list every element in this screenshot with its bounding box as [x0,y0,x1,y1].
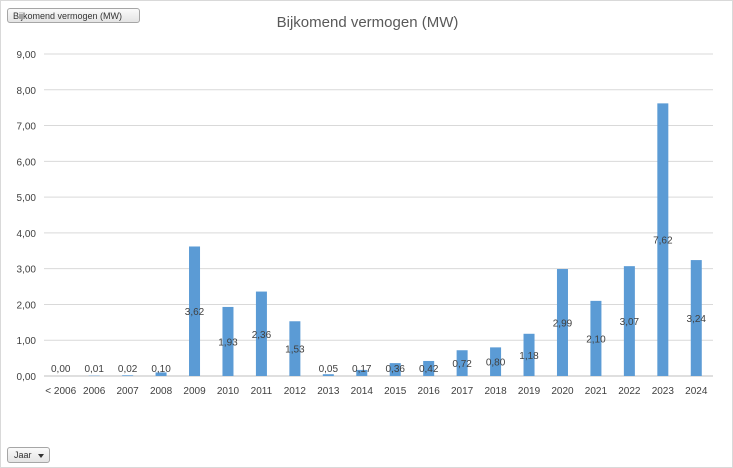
data-label: 3,62 [185,307,205,318]
x-tick-label: 2014 [351,386,374,397]
bar [122,375,134,376]
data-label: 1,18 [519,351,539,362]
bar [657,103,669,376]
y-tick-label: 7,00 [17,122,37,133]
data-label: 0,36 [385,364,405,375]
y-tick-label: 2,00 [17,300,37,311]
data-label: 2,36 [252,330,272,341]
data-label: 0,17 [352,364,372,375]
data-label: 1,53 [285,345,305,356]
x-tick-label: 2022 [618,386,641,397]
data-label: 0,72 [452,359,472,370]
y-tick-label: 8,00 [17,86,37,97]
x-tick-label: 2012 [284,386,307,397]
data-label: 2,99 [553,319,573,330]
data-label: 0,42 [419,364,439,375]
data-label: 0,00 [51,364,71,375]
bar [189,246,201,376]
bar [289,321,301,376]
x-tick-label: 2009 [183,386,206,397]
data-label: 0,80 [486,358,506,369]
x-tick-label: 2024 [685,386,708,397]
data-label: 0,05 [319,364,339,375]
x-tick-label: 2006 [83,386,106,397]
data-label: 3,07 [620,317,640,328]
chart-title: Bijkomend vermogen (MW) [276,14,459,31]
axis-field-label: Jaar [14,450,32,460]
data-label: 0,01 [84,364,104,375]
y-tick-label: 0,00 [17,372,37,383]
bar [590,300,602,376]
data-label: 7,62 [653,236,673,247]
x-tick-label: 2020 [551,386,574,397]
x-tick-label: 2018 [484,386,507,397]
y-tick-label: 9,00 [17,50,37,61]
bar [222,306,234,376]
x-tick-label: 2007 [117,386,140,397]
x-tick-label: 2021 [585,386,608,397]
x-tick-label: 2016 [418,386,441,397]
x-tick-label: 2008 [150,386,173,397]
y-tick-label: 5,00 [17,193,37,204]
x-tick-label: < 2006 [45,386,76,397]
bar [356,369,368,376]
bar [456,350,468,376]
x-tick-label: 2017 [451,386,474,397]
y-tick-label: 1,00 [17,336,37,347]
bar [690,260,702,376]
x-tick-label: 2015 [384,386,407,397]
x-tick-label: 2023 [652,386,675,397]
y-tick-label: 3,00 [17,265,37,276]
y-tick-label: 6,00 [17,157,37,168]
x-tick-label: 2019 [518,386,541,397]
chevron-down-icon[interactable] [38,454,44,458]
y-tick-label: 4,00 [17,229,37,240]
bar [623,266,635,376]
bar [255,291,267,376]
bar [523,333,535,376]
x-tick-label: 2010 [217,386,240,397]
x-tick-label: 2013 [317,386,340,397]
data-label: 0,02 [118,364,138,375]
bar [155,372,167,376]
data-label: 3,24 [687,314,707,325]
data-label: 1,93 [218,337,238,348]
bar [556,269,568,376]
axis-field-button[interactable]: Jaar [7,447,50,463]
bar [389,363,401,376]
data-label: 2,10 [586,334,606,345]
data-label: 0,10 [151,364,171,375]
series-field-button[interactable]: Bijkomend vermogen (MW) [7,8,140,23]
bar [322,374,334,376]
bar [490,347,502,376]
bar [423,360,435,376]
x-tick-label: 2011 [251,386,273,397]
